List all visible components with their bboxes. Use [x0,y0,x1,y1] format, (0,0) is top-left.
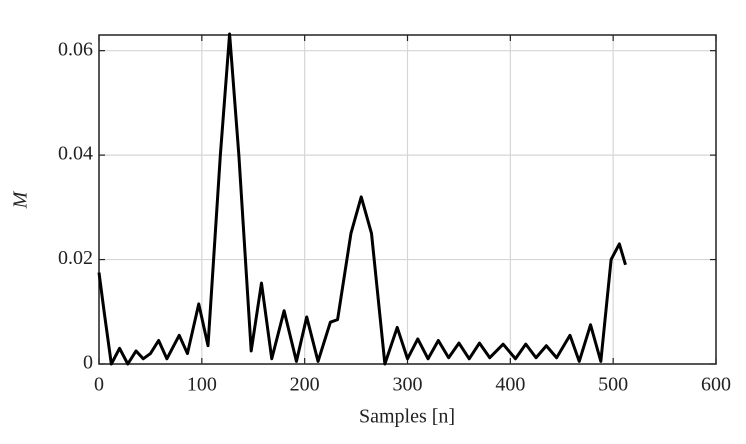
x-tick-label: 0 [94,374,104,396]
y-tick-label: 0 [83,352,93,374]
x-tick-label: 400 [495,374,525,396]
x-tick-label: 200 [290,374,320,396]
x-tick-label: 300 [393,374,423,396]
plot-frame [98,34,717,365]
y-tick-label: 0.04 [58,143,93,165]
x-tick-label: 100 [187,374,217,396]
y-axis-label: M [10,190,32,209]
x-tick-label: 600 [701,374,731,396]
y-tick-label: 0.02 [58,247,93,269]
data-line [97,32,627,366]
x-tick-label: 500 [598,374,628,396]
y-tick-label: 0.06 [58,38,93,60]
x-axis-label: Samples [n] [359,406,455,428]
